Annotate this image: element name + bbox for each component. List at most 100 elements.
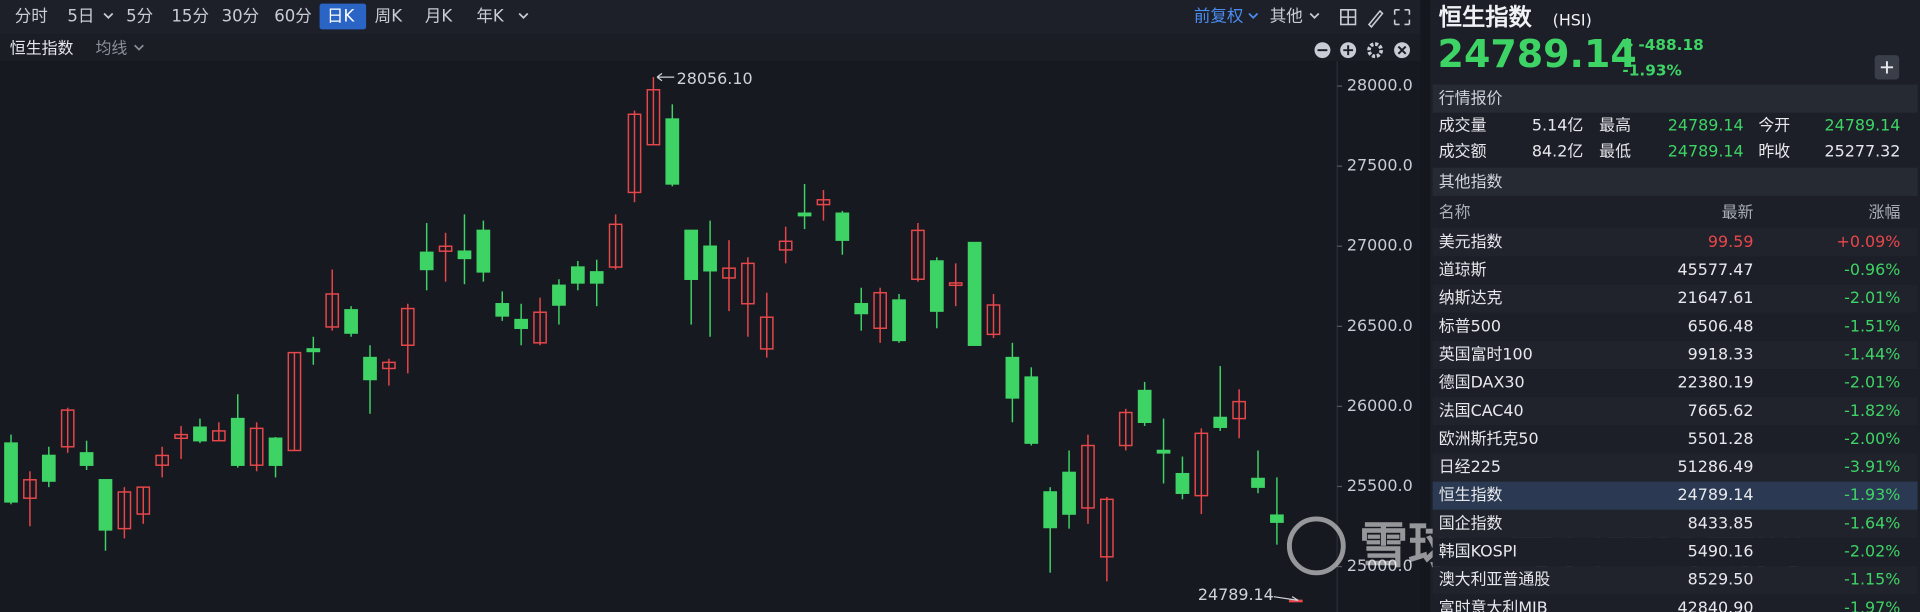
candle-body [193, 426, 207, 442]
index-name: 欧洲斯托克50 [1439, 429, 1539, 448]
candle-body [797, 212, 812, 217]
annotation-label: 28056.10 [677, 69, 753, 88]
chevron [103, 12, 114, 19]
ma-select[interactable]: 均线 [96, 38, 128, 57]
row-bg[interactable] [1432, 284, 1918, 313]
candle-body [1024, 376, 1039, 444]
index-name: 恒生指数 [10, 38, 74, 57]
index-change: -1.82% [1844, 401, 1900, 420]
row-bg[interactable] [1432, 509, 1918, 538]
candle-body [986, 304, 1001, 336]
down-arrow [1621, 37, 1634, 51]
icon-glyph [1880, 61, 1894, 74]
candle-body [892, 299, 906, 342]
candle-body [911, 229, 925, 280]
candle-body [741, 262, 755, 305]
stat-value: 24789.14 [1668, 141, 1744, 160]
row-bg[interactable] [1432, 537, 1918, 567]
candle-body [1156, 449, 1171, 454]
candle-body [684, 229, 699, 280]
tool-icons [1340, 8, 1411, 29]
candle-body [608, 223, 623, 268]
row-bg[interactable] [1432, 594, 1918, 612]
tab[interactable]: 60分 [274, 7, 312, 26]
candle-body [4, 442, 18, 503]
index-change: -2.01% [1844, 373, 1900, 392]
y-tick-label: 28000.0 [1347, 76, 1413, 95]
tab-active[interactable]: 日K [327, 7, 356, 26]
candle-body [835, 212, 850, 241]
row-bg[interactable] [1432, 481, 1918, 510]
index-change: -1.51% [1844, 316, 1900, 335]
tab[interactable]: 月K [425, 7, 454, 26]
row-bg[interactable] [1432, 453, 1918, 482]
more-select[interactable]: 其他 [1270, 7, 1303, 26]
index-name: 国企指数 [1439, 513, 1503, 532]
stat-value: 24789.14 [1668, 116, 1744, 135]
index-name: 标普500 [1439, 316, 1501, 335]
index-change: -3.91% [1844, 457, 1900, 476]
candle-body [476, 229, 491, 273]
tab[interactable]: 30分 [222, 7, 260, 26]
candle-body [41, 454, 56, 482]
row-bg[interactable] [1432, 256, 1918, 285]
stat-value: 25277.32 [1824, 141, 1900, 160]
stat-label: 成交量 [1439, 116, 1487, 135]
index-price: 8529.50 [1688, 570, 1754, 589]
row-bg[interactable] [1432, 340, 1918, 370]
candle-body [211, 430, 226, 442]
y-tick-label: 26000.0 [1347, 396, 1413, 415]
row-bg[interactable] [1432, 228, 1918, 257]
tab[interactable]: 周K [375, 7, 404, 26]
row-bg[interactable] [1432, 566, 1918, 595]
tab[interactable]: 分时 [15, 7, 48, 26]
index-name: 富时意大利MIB [1439, 598, 1548, 612]
y-tick-label: 27000.0 [1347, 236, 1413, 255]
column-header: 涨幅 [1869, 202, 1901, 221]
candle-body [1081, 444, 1095, 509]
row-bg[interactable] [1432, 425, 1918, 454]
subbar-bg [0, 34, 1421, 62]
annotation-arrow [1273, 596, 1299, 601]
candle-body [759, 316, 774, 350]
index-price: 42840.90 [1678, 598, 1754, 612]
quote-change: -488.18 [1638, 36, 1703, 54]
index-change: -2.02% [1844, 542, 1900, 561]
candle-body [400, 307, 415, 346]
index-table: 美元指数 99.59 +0.09% 道琼斯 45577.47 -0.96% 纳斯达克 2164… [1432, 228, 1918, 612]
quote-title: 恒生指数 [1439, 4, 1533, 31]
index-name: 恒生指数 [1439, 485, 1503, 504]
index-price: 5501.28 [1688, 429, 1754, 448]
stat-value: 5.14亿 [1532, 116, 1583, 135]
row-bg[interactable] [1432, 397, 1918, 426]
candle-body [552, 284, 566, 306]
index-name: 韩国KOSPI [1439, 542, 1517, 561]
tab[interactable]: 5分 [126, 7, 153, 26]
adjust-select[interactable]: 前复权 [1194, 7, 1244, 26]
candle-body [703, 245, 717, 272]
candle-body [249, 427, 264, 466]
active-tab-bg [319, 3, 367, 30]
stat-label: 昨收 [1758, 141, 1790, 160]
index-name: 法国CAC40 [1439, 401, 1524, 420]
tab[interactable]: 5日 [67, 7, 94, 26]
tab[interactable]: 年K [476, 7, 505, 26]
candle-body [1062, 471, 1076, 515]
y-tick-label: 26500.0 [1347, 316, 1413, 335]
row-bg[interactable] [1432, 312, 1918, 341]
candle-body [325, 293, 340, 328]
candle-body [1100, 498, 1114, 558]
candle-body [665, 118, 680, 185]
index-price: 9918.33 [1688, 344, 1754, 363]
tab[interactable]: 15分 [171, 7, 209, 26]
candle-body [1251, 477, 1265, 488]
fullscreen-icon[interactable] [1393, 8, 1411, 26]
index-name: 日经225 [1439, 457, 1501, 476]
column-header: 名称 [1439, 202, 1471, 221]
settings[interactable] [1367, 42, 1384, 59]
row-bg[interactable] [1432, 369, 1918, 398]
draw-icon[interactable] [1367, 9, 1384, 29]
candle-body [363, 356, 377, 381]
chevron [1248, 12, 1259, 19]
